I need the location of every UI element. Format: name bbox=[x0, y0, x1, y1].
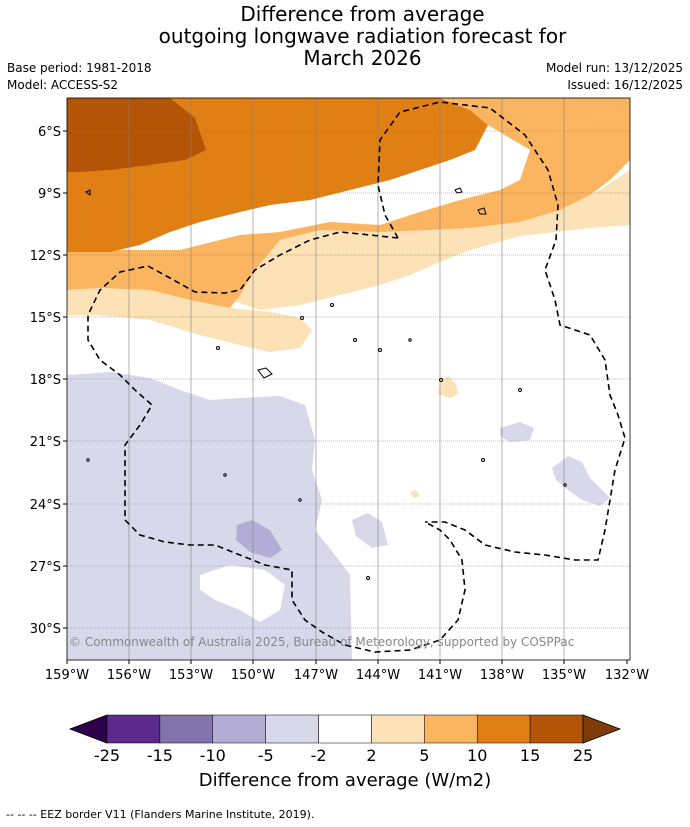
colorbar-tick-label: -5 bbox=[258, 746, 274, 765]
latitude-label: 15°S bbox=[30, 311, 61, 326]
colorbar-swatch bbox=[159, 714, 214, 744]
latitude-label: 9°S bbox=[38, 187, 61, 202]
latitude-label: 30°S bbox=[30, 622, 61, 637]
very-strong-positive-patch bbox=[67, 98, 206, 172]
colorbar-low-extend bbox=[68, 714, 108, 744]
colorbar-title: Difference from average (W/m2) bbox=[198, 770, 492, 791]
latitude-label: 27°S bbox=[30, 560, 61, 575]
latitude-label: 18°S bbox=[30, 373, 61, 388]
colorbar: -25 -15 -10 -5 -2 2 5 10 15 25 bbox=[68, 714, 622, 765]
map-title-line-3: March 2026 bbox=[303, 46, 422, 70]
moderate-negative-patch bbox=[236, 520, 282, 558]
longitude-label: 159°W bbox=[45, 668, 89, 683]
colorbar-tick-label: 15 bbox=[520, 746, 540, 765]
moderate-positive-band bbox=[67, 110, 630, 308]
colorbar-swatch bbox=[318, 714, 372, 744]
islands bbox=[85, 187, 567, 580]
colorbar-tick-label: 10 bbox=[467, 746, 487, 765]
longitude-label: 147°W bbox=[294, 668, 338, 683]
colorbar-tick-label: -10 bbox=[200, 746, 226, 765]
copyright-notice: © Commonwealth of Australia 2025, Bureau… bbox=[69, 635, 574, 649]
longitude-axis: 159°W 156°W 153°W 150°W 147°W 144°W 141°W 138°W… bbox=[45, 660, 649, 683]
colorbar-high-extend bbox=[582, 714, 622, 744]
colorbar-swatch bbox=[529, 714, 584, 744]
base-period: Base period: 1981-2018 bbox=[7, 61, 152, 75]
longitude-label: 144°W bbox=[356, 668, 400, 683]
colorbar-swatch bbox=[476, 714, 531, 744]
longitude-label: 153°W bbox=[169, 668, 213, 683]
longitude-label: 138°W bbox=[480, 668, 524, 683]
eez-borders bbox=[87, 101, 626, 653]
colorbar-swatch bbox=[212, 714, 266, 744]
colorbar-tick-label: -25 bbox=[94, 746, 120, 765]
colorbar-tick-label: 25 bbox=[573, 746, 593, 765]
issued-date: Issued: 16/12/2025 bbox=[567, 78, 683, 92]
gridlines bbox=[67, 98, 630, 660]
map-plot-area: © Commonwealth of Australia 2025, Bureau… bbox=[67, 98, 630, 660]
latitude-axis: 6°S 9°S 12°S 15°S 18°S 21°S 24°S 27°S 30°S bbox=[30, 125, 67, 637]
latitude-label: 24°S bbox=[30, 498, 61, 513]
longitude-label: 135°W bbox=[542, 668, 586, 683]
eez-legend-note: -- -- -- EEZ border V11 (Flanders Marine… bbox=[6, 808, 315, 821]
colorbar-tick-label: -2 bbox=[311, 746, 327, 765]
longitude-label: 150°W bbox=[231, 668, 275, 683]
latitude-label: 21°S bbox=[30, 435, 61, 450]
model-name: Model: ACCESS-S2 bbox=[7, 78, 119, 92]
colorbar-tick-label: -15 bbox=[147, 746, 173, 765]
colorbar-swatch bbox=[106, 714, 161, 744]
colorbar-swatch bbox=[371, 714, 425, 744]
colorbar-swatch bbox=[265, 714, 319, 744]
model-run: Model run: 13/12/2025 bbox=[545, 61, 683, 75]
colorbar-tick-label: 2 bbox=[366, 746, 376, 765]
map-title-line-1: Difference from average bbox=[240, 2, 485, 26]
longitude-label: 141°W bbox=[418, 668, 462, 683]
colorbar-tick-label: 5 bbox=[419, 746, 429, 765]
latitude-label: 6°S bbox=[38, 125, 61, 140]
map-title-line-2: outgoing longwave radiation forecast for bbox=[158, 24, 567, 48]
longitude-label: 132°W bbox=[605, 668, 649, 683]
colorbar-swatch bbox=[424, 714, 478, 744]
latitude-label: 12°S bbox=[30, 249, 61, 264]
longitude-label: 156°W bbox=[107, 668, 151, 683]
weak-positive-band bbox=[67, 288, 312, 352]
